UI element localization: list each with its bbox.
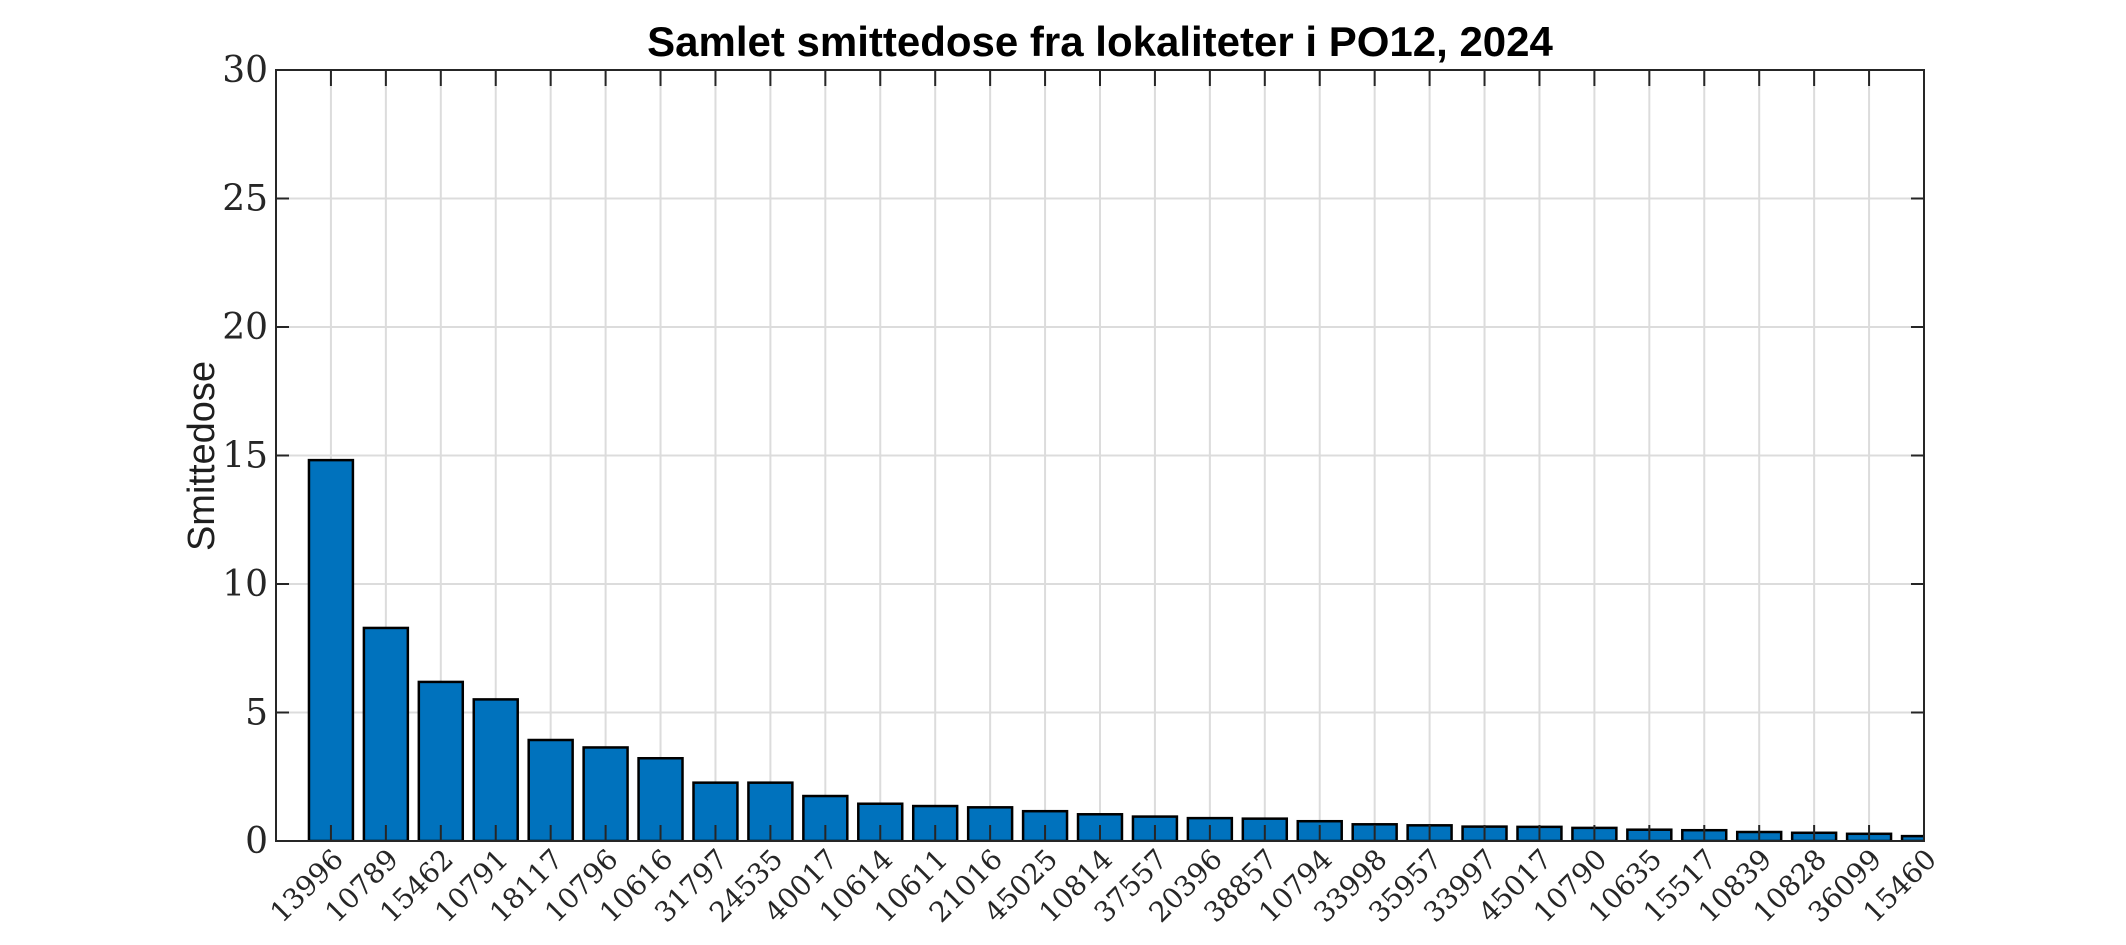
- bar-13996: [307, 458, 355, 841]
- bar-24535: [747, 781, 794, 841]
- bar-10611: [911, 804, 959, 841]
- bar-15462: [417, 680, 465, 841]
- y-tick-label: 15: [222, 436, 268, 477]
- y-tick-label: 30: [222, 50, 268, 91]
- grid-lines: [276, 69, 1925, 842]
- y-tick-label: 10: [222, 564, 268, 605]
- bar-10789: [362, 626, 410, 841]
- y-tick-label: 25: [222, 179, 268, 220]
- bar-series: [307, 458, 1924, 841]
- bar-18117: [527, 738, 574, 841]
- y-axis-ticks: 0 5 10 15 20 25 30: [222, 50, 1924, 862]
- bar-10791: [472, 698, 519, 841]
- chart-title: Samlet smittedose fra lokaliteter i PO12…: [647, 18, 1553, 65]
- y-tick-label: 20: [222, 307, 268, 348]
- y-tick-label: 5: [245, 693, 268, 734]
- y-axis-label: Smittedose: [181, 361, 223, 551]
- y-tick-label: 0: [245, 821, 268, 862]
